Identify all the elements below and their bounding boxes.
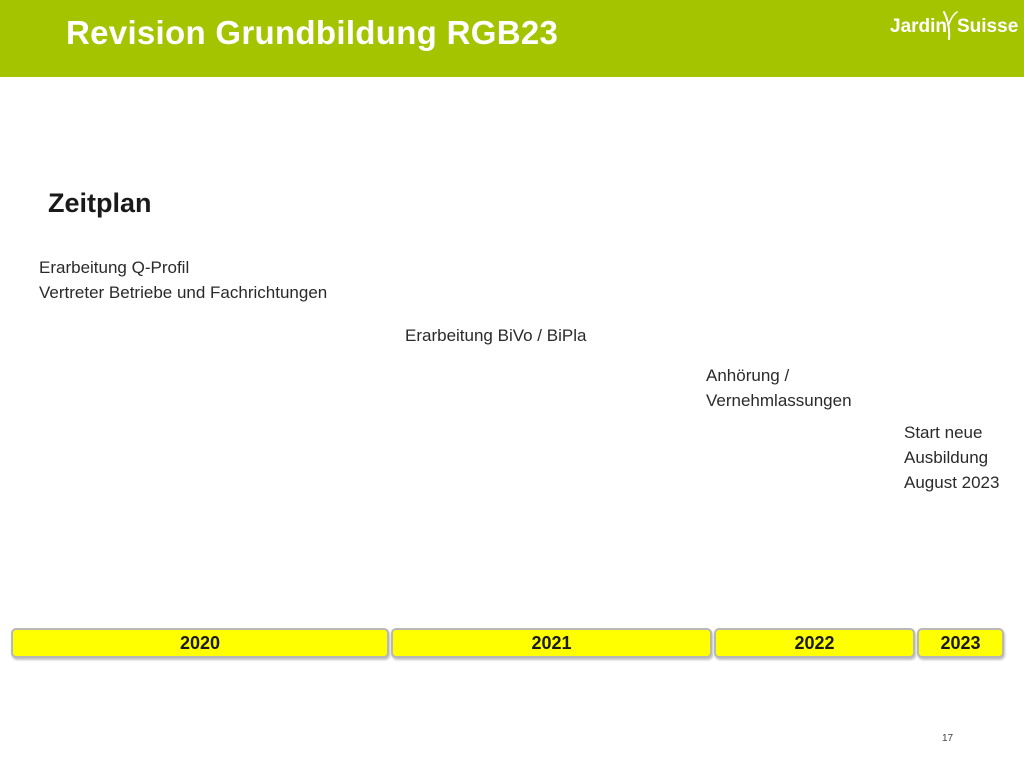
milestone-line: Erarbeitung Q-Profil bbox=[39, 258, 190, 277]
milestone-q-profil: Erarbeitung Q-Profil Vertreter Betriebe … bbox=[39, 255, 327, 305]
header-bar: Revision Grundbildung RGB23 Jardin Suiss… bbox=[0, 0, 1024, 77]
milestone-line: Start neue bbox=[904, 423, 983, 442]
milestone-start-ausbildung: Start neue Ausbildung August 2023 bbox=[904, 420, 999, 495]
milestone-line: Vertreter Betriebe und Fachrichtungen bbox=[39, 283, 328, 302]
year-2023: 2023 bbox=[917, 628, 1004, 658]
year-2020: 2020 bbox=[11, 628, 389, 658]
page-number: 17 bbox=[942, 733, 954, 744]
milestone-line: Vernehmlassungen bbox=[706, 391, 852, 410]
jardinsuisse-logo: Jardin Suisse bbox=[890, 10, 1020, 50]
milestone-line: Erarbeitung BiVo / BiPla bbox=[405, 326, 587, 345]
slide-title: Revision Grundbildung RGB23 bbox=[66, 14, 559, 51]
timeline-bar: 2020 2021 2022 2023 bbox=[0, 628, 1024, 662]
section-heading: Zeitplan bbox=[48, 188, 152, 218]
milestone-line: August 2023 bbox=[904, 473, 1000, 492]
milestone-bivo-bipla: Erarbeitung BiVo / BiPla bbox=[405, 323, 586, 348]
milestone-line: Ausbildung bbox=[904, 448, 989, 467]
milestone-anhoerung: Anhörung / Vernehmlassungen bbox=[706, 363, 852, 413]
logo-word-suisse: Suisse bbox=[957, 16, 1019, 37]
leaf-stroke-icon bbox=[943, 11, 958, 40]
milestone-line: Anhörung / bbox=[706, 366, 790, 385]
year-2021: 2021 bbox=[391, 628, 712, 658]
logo-word-jardin: Jardin bbox=[890, 16, 948, 37]
year-2022: 2022 bbox=[714, 628, 915, 658]
